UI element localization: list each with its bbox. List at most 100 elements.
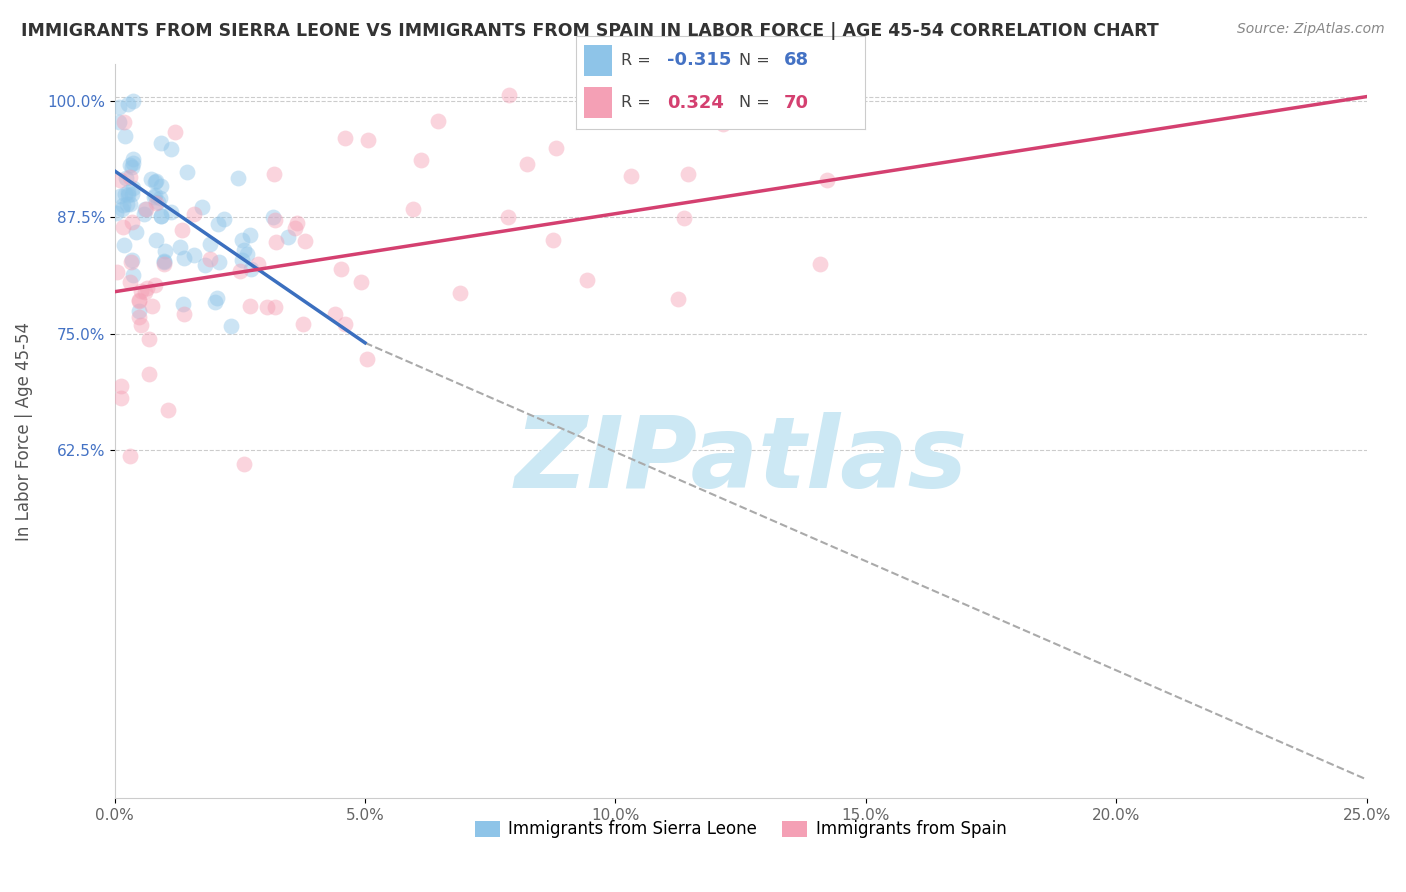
Point: [114, 238, 136, 252]
Point: [205, 291, 228, 305]
Bar: [583, 45, 613, 76]
Point: [356, 352, 378, 367]
Legend: Immigrants from Sierra Leone, Immigrants from Spain: Immigrants from Sierra Leone, Immigrants…: [468, 814, 1014, 845]
Point: [121, 160, 143, 174]
Point: [231, 252, 253, 267]
Point: [229, 264, 252, 278]
Point: [108, 173, 131, 187]
Point: [329, 262, 352, 277]
Point: [128, 304, 150, 318]
Point: [449, 286, 471, 301]
Point: [136, 281, 159, 295]
Text: Source: ZipAtlas.com: Source: ZipAtlas.com: [1237, 22, 1385, 37]
Text: R =: R =: [621, 53, 657, 68]
Point: [666, 293, 689, 307]
Point: [138, 332, 160, 346]
Point: [256, 300, 278, 314]
Point: [183, 247, 205, 261]
Point: [134, 202, 156, 217]
Point: [191, 200, 214, 214]
Point: [246, 257, 269, 271]
Point: [153, 244, 176, 259]
Point: [110, 392, 132, 406]
Text: ZIPatlas: ZIPatlas: [515, 412, 967, 509]
Point: [145, 173, 167, 187]
Point: [118, 196, 141, 211]
Point: [294, 234, 316, 248]
Point: [323, 307, 346, 321]
Point: [150, 209, 173, 223]
Point: [112, 115, 135, 129]
Y-axis label: In Labor Force | Age 45-54: In Labor Force | Age 45-54: [15, 322, 32, 541]
Point: [176, 165, 198, 179]
Point: [122, 156, 145, 170]
Point: [149, 190, 172, 204]
Point: [121, 152, 143, 166]
Point: [172, 297, 194, 311]
Point: [149, 179, 172, 194]
Point: [575, 273, 598, 287]
Point: [108, 115, 131, 129]
Point: [212, 212, 235, 227]
Point: [673, 211, 696, 225]
Point: [725, 85, 748, 99]
Point: [200, 252, 222, 266]
Point: [232, 457, 254, 471]
Point: [815, 173, 838, 187]
Point: [139, 172, 162, 186]
Point: [264, 300, 287, 314]
Point: [121, 268, 143, 283]
Point: [546, 140, 568, 154]
Point: [333, 131, 356, 145]
Point: [194, 258, 217, 272]
Point: [285, 216, 308, 230]
Point: [121, 215, 143, 229]
Point: [711, 117, 734, 131]
Text: 68: 68: [785, 52, 808, 70]
Point: [112, 198, 135, 212]
Point: [152, 257, 174, 271]
Point: [114, 187, 136, 202]
Point: [263, 167, 285, 181]
Point: [357, 133, 380, 147]
Point: [131, 318, 153, 332]
Point: [128, 293, 150, 308]
Point: [173, 252, 195, 266]
Point: [105, 265, 128, 279]
Point: [264, 213, 287, 227]
Point: [808, 257, 831, 271]
Point: [262, 210, 284, 224]
Point: [146, 194, 169, 209]
Point: [121, 187, 143, 202]
Point: [117, 96, 139, 111]
Point: [120, 255, 142, 269]
Point: [120, 449, 142, 463]
Text: -0.315: -0.315: [668, 52, 731, 70]
Point: [620, 169, 643, 183]
Point: [120, 158, 142, 172]
Point: [125, 225, 148, 239]
Point: [277, 229, 299, 244]
Point: [831, 92, 853, 106]
Text: R =: R =: [621, 95, 657, 110]
Point: [402, 202, 425, 217]
Point: [128, 293, 150, 308]
Point: [200, 237, 222, 252]
Point: [117, 187, 139, 202]
Point: [207, 254, 229, 268]
Point: [138, 367, 160, 381]
Point: [231, 233, 253, 247]
Point: [207, 217, 229, 231]
Point: [150, 209, 173, 223]
Point: [498, 87, 520, 102]
Point: [350, 275, 373, 289]
Text: IMMIGRANTS FROM SIERRA LEONE VS IMMIGRANTS FROM SPAIN IN LABOR FORCE | AGE 45-54: IMMIGRANTS FROM SIERRA LEONE VS IMMIGRAN…: [21, 22, 1159, 40]
Point: [156, 402, 179, 417]
Bar: [583, 87, 613, 118]
Point: [150, 136, 173, 151]
Point: [111, 202, 134, 216]
Point: [427, 114, 450, 128]
Point: [121, 94, 143, 108]
Point: [173, 307, 195, 321]
Point: [143, 175, 166, 189]
